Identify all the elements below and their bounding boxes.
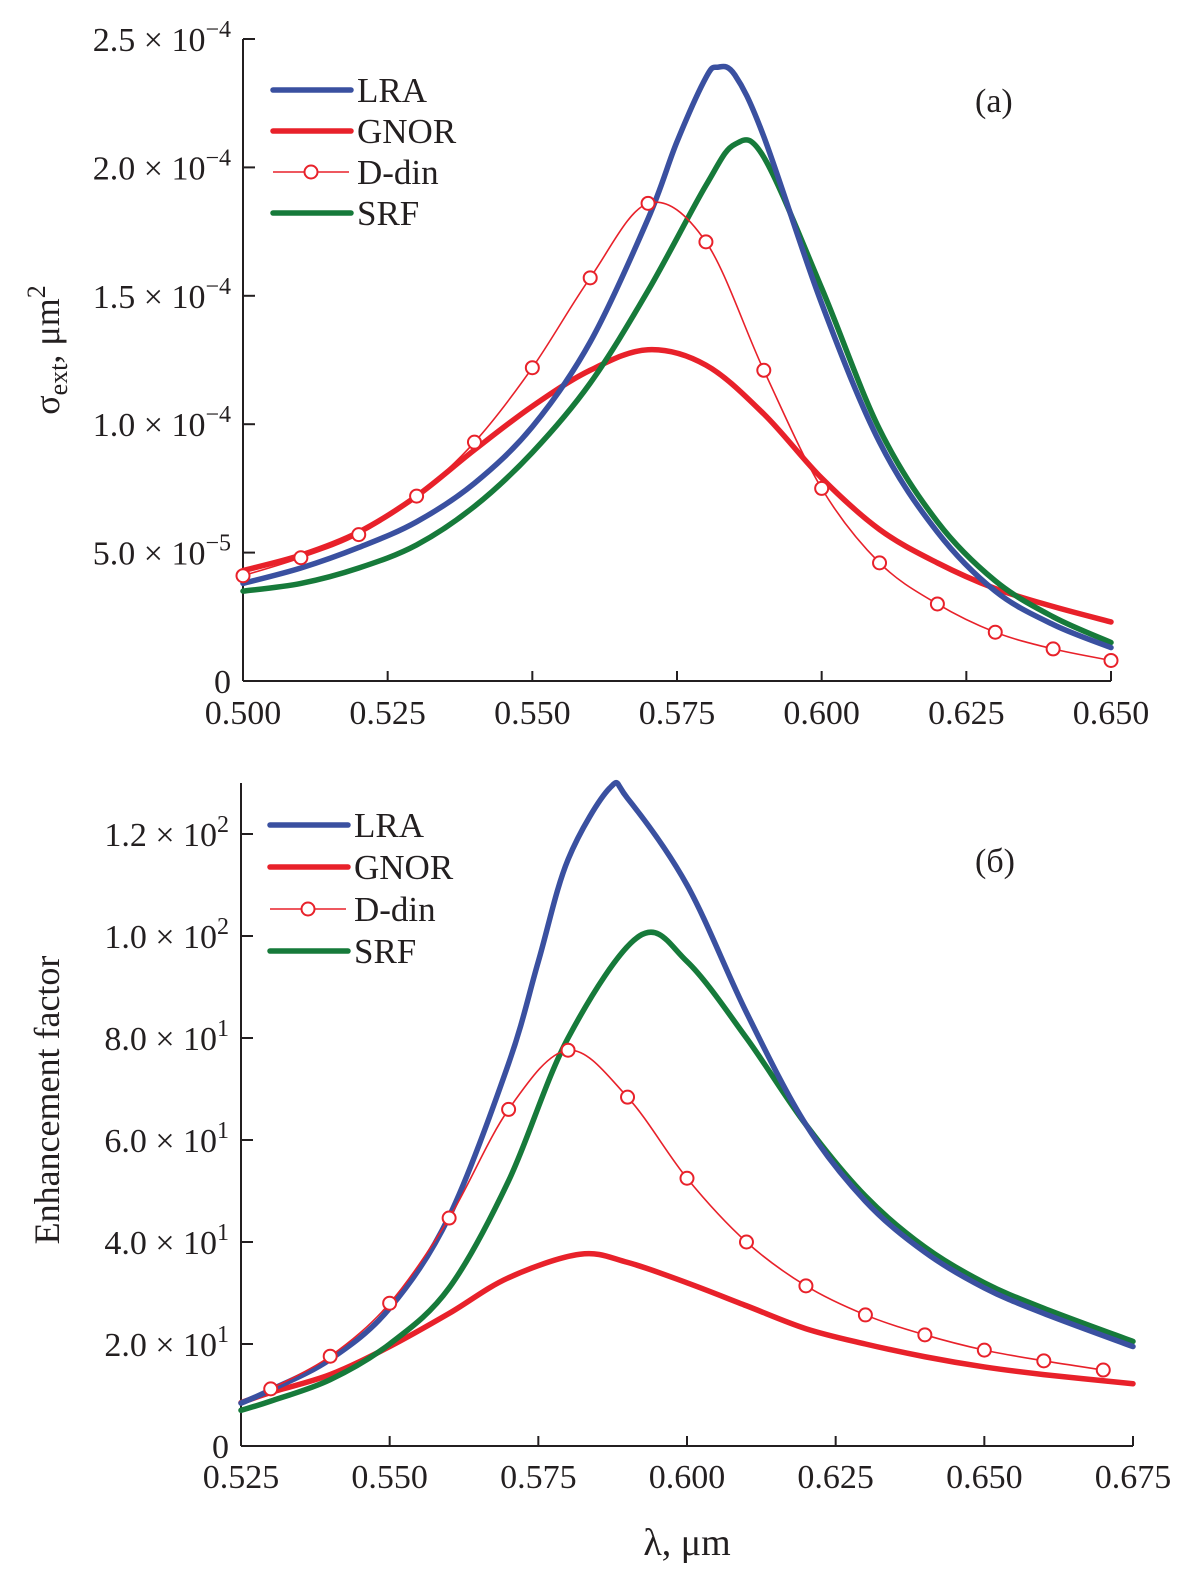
legend-label: LRA <box>357 71 428 110</box>
legend-item-gnor: GNOR <box>270 112 457 151</box>
legend-item-lra: LRA <box>270 71 428 110</box>
legend-label: GNOR <box>354 848 454 887</box>
series-line <box>238 779 1136 1406</box>
chart-a: 0.500 0.525 0.550 0.575 0.600 0.625 0.650 0 5.0 … <box>22 17 1149 732</box>
series-srf <box>238 929 1136 1414</box>
legend-item-srf: SRF <box>267 932 416 971</box>
legend-label: D-din <box>357 153 439 192</box>
series-line <box>240 137 1114 646</box>
data-point <box>679 1170 695 1186</box>
y-axis-label: σext, μm2 <box>22 285 73 414</box>
y-tick-label: 1.0 × 10−4 <box>93 402 231 444</box>
data-point <box>857 1307 873 1323</box>
legend-item-lra: LRA <box>267 806 425 845</box>
data-point <box>263 1381 279 1397</box>
data-point <box>1095 1362 1111 1378</box>
data-point <box>814 480 830 496</box>
data-point <box>524 360 540 376</box>
data-point <box>738 1234 754 1250</box>
y-tick-label: 4.0 × 101 <box>104 1220 229 1262</box>
panel-label: (a) <box>975 83 1013 120</box>
x-tick-label: 0.550 <box>494 695 571 732</box>
legend-label: SRF <box>354 932 416 971</box>
data-point <box>976 1342 992 1358</box>
x-tick-label: 0.650 <box>1073 695 1150 732</box>
x-tick-label: 0.650 <box>946 1459 1023 1496</box>
y-tick-label: 0 <box>214 664 231 701</box>
data-point <box>582 270 598 286</box>
data-point <box>987 624 1003 640</box>
legend-label: GNOR <box>357 112 457 151</box>
data-point <box>917 1327 933 1343</box>
legend-label: LRA <box>354 806 425 845</box>
legend-marker <box>300 901 316 917</box>
x-tick-label: 0.525 <box>349 695 426 732</box>
series-srf <box>240 137 1114 646</box>
chart-b: 0.525 0.550 0.575 0.600 0.625 0.650 0.675 0 2.0 … <box>27 779 1172 1564</box>
data-point <box>640 195 656 211</box>
data-point <box>798 1278 814 1294</box>
data-point <box>501 1101 517 1117</box>
x-axis-label: λ, μm <box>643 1522 730 1564</box>
series-gnor <box>240 346 1114 625</box>
y-tick-label: 2.5 × 10−4 <box>93 17 231 59</box>
data-point <box>1103 652 1119 668</box>
series-line <box>238 929 1136 1414</box>
data-point <box>351 527 367 543</box>
x-tick-label: 0.525 <box>203 1459 280 1496</box>
x-tick-label: 0.550 <box>351 1459 428 1496</box>
data-point <box>620 1089 636 1105</box>
legend-item-d-din: D-din <box>273 153 439 192</box>
series-lra <box>238 779 1136 1406</box>
y-tick-label: 2.0 × 10−4 <box>93 145 231 187</box>
y-tick-label: 1.0 × 102 <box>104 914 229 956</box>
x-tick-label: 0.575 <box>500 1459 577 1496</box>
data-point <box>409 488 425 504</box>
data-point <box>441 1210 457 1226</box>
data-point <box>235 568 251 584</box>
x-tick-label: 0.625 <box>928 695 1005 732</box>
series-line <box>242 201 1112 662</box>
y-tick-label: 1.5 × 10−4 <box>93 274 231 316</box>
legend-item-gnor: GNOR <box>267 848 454 887</box>
series-d-din <box>235 195 1119 668</box>
series-line <box>240 346 1114 625</box>
data-point <box>293 550 309 566</box>
y-tick-label: 1.2 × 102 <box>104 812 229 854</box>
legend-item-srf: SRF <box>270 194 419 233</box>
data-point <box>1045 641 1061 657</box>
x-tick-label: 0.600 <box>649 1459 726 1496</box>
data-point <box>382 1295 398 1311</box>
y-tick-label: 0 <box>212 1429 229 1466</box>
data-point <box>560 1042 576 1058</box>
x-tick-label: 0.625 <box>797 1459 874 1496</box>
y-axis-label: Enhancement factor <box>27 956 67 1245</box>
legend-label: D-din <box>354 890 436 929</box>
series-lra <box>240 63 1114 651</box>
series-line <box>240 63 1114 651</box>
y-tick-label: 2.0 × 101 <box>104 1322 229 1364</box>
legend-marker <box>303 164 319 180</box>
x-tick-label: 0.500 <box>205 695 282 732</box>
legend-label: SRF <box>357 194 419 233</box>
data-point <box>466 434 482 450</box>
y-tick-label: 8.0 × 101 <box>104 1016 229 1058</box>
data-point <box>756 362 772 378</box>
y-tick-label: 6.0 × 101 <box>104 1118 229 1160</box>
data-point <box>322 1348 338 1364</box>
x-tick-label: 0.575 <box>639 695 716 732</box>
y-tick-label: 5.0 × 10−5 <box>93 531 231 573</box>
series-d-din <box>263 1042 1111 1397</box>
x-tick-label: 0.600 <box>783 695 860 732</box>
legend-item-d-din: D-din <box>270 890 436 929</box>
data-point <box>698 234 714 250</box>
data-point <box>872 555 888 571</box>
data-point <box>929 596 945 612</box>
x-tick-label: 0.675 <box>1095 1459 1172 1496</box>
data-point <box>1036 1353 1052 1369</box>
panel-label: (б) <box>975 843 1015 880</box>
series-line <box>270 1049 1104 1390</box>
